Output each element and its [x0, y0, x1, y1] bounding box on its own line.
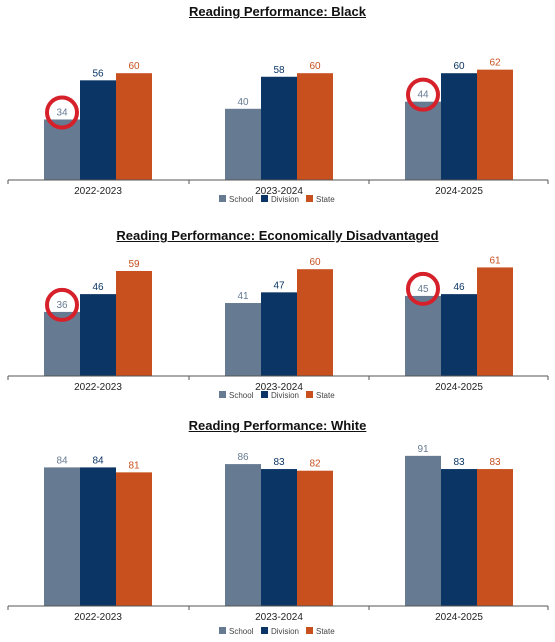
category-label-1-0: 2022-2023 [74, 382, 122, 393]
bar-0-state-2 [477, 69, 513, 180]
category-label-2-2: 2024-2025 [435, 612, 483, 623]
data-label-1-state-0: 59 [128, 259, 140, 270]
bar-0-school-0 [44, 119, 80, 180]
legend-swatch-2-school [219, 627, 226, 634]
data-label-2-division-1: 83 [273, 457, 285, 468]
legend-label-0-school: School [229, 195, 254, 204]
data-label-0-school-2: 44 [417, 90, 429, 101]
data-label-0-division-2: 60 [453, 61, 465, 72]
bar-1-division-2 [441, 294, 477, 376]
category-label-0-1: 2023-2024 [255, 186, 303, 197]
bar-1-state-1 [297, 269, 333, 376]
legend-swatch-0-school [219, 195, 226, 202]
category-label-0-2: 2024-2025 [435, 186, 483, 197]
bar-2-division-0 [80, 467, 116, 606]
legend-label-1-division: Division [271, 391, 299, 400]
bar-2-school-1 [225, 464, 261, 606]
legend-swatch-1-division [261, 391, 268, 398]
legend-label-1-state: State [316, 391, 335, 400]
data-label-2-state-2: 83 [489, 457, 501, 468]
bar-0-state-0 [116, 73, 152, 180]
legend-swatch-1-state [306, 391, 313, 398]
category-label-2-0: 2022-2023 [74, 612, 122, 623]
data-label-0-state-0: 60 [128, 61, 140, 72]
category-label-1-1: 2023-2024 [255, 382, 303, 393]
category-label-2-1: 2023-2024 [255, 612, 303, 623]
bar-0-school-1 [225, 108, 261, 180]
legend-label-2-school: School [229, 627, 254, 636]
legend-swatch-0-state [306, 195, 313, 202]
data-label-0-school-1: 40 [237, 97, 249, 108]
data-label-0-division-0: 56 [92, 68, 104, 79]
bar-2-school-2 [405, 455, 441, 606]
category-label-0-0: 2022-2023 [74, 186, 122, 197]
data-label-2-division-0: 84 [92, 455, 104, 466]
data-label-2-state-0: 81 [128, 460, 140, 471]
bar-2-state-2 [477, 469, 513, 606]
bar-0-division-0 [80, 80, 116, 180]
data-label-0-division-1: 58 [273, 65, 285, 76]
bar-1-state-0 [116, 270, 152, 376]
data-label-1-division-0: 46 [92, 282, 104, 293]
data-label-2-school-2: 91 [417, 444, 429, 455]
bar-1-school-0 [44, 311, 80, 376]
legend-swatch-2-state [306, 627, 313, 634]
data-label-2-school-1: 86 [237, 452, 249, 463]
bar-1-school-1 [225, 303, 261, 376]
data-label-1-state-1: 60 [309, 257, 321, 268]
highlight-circle-0-1 [406, 77, 440, 112]
legend-label-2-state: State [316, 627, 335, 636]
data-label-2-state-1: 82 [309, 459, 321, 470]
legend-swatch-0-division [261, 195, 268, 202]
category-label-1-2: 2024-2025 [435, 382, 483, 393]
bar-2-state-0 [116, 472, 152, 606]
data-label-0-state-1: 60 [309, 61, 321, 72]
bar-1-division-1 [261, 292, 297, 376]
legend-label-2-division: Division [271, 627, 299, 636]
data-label-1-division-1: 47 [273, 280, 285, 291]
data-label-0-state-2: 62 [489, 58, 501, 69]
highlight-circle-1-0 [45, 287, 79, 322]
legend-label-0-state: State [316, 195, 335, 204]
data-label-1-state-2: 61 [489, 255, 501, 266]
bar-0-school-2 [405, 101, 441, 180]
highlight-circle-1-1 [406, 271, 440, 306]
data-label-1-division-2: 46 [453, 282, 465, 293]
chart-title-black: Reading Performance: Black [188, 4, 366, 19]
data-label-1-school-2: 45 [417, 284, 429, 295]
data-label-1-school-1: 41 [237, 291, 249, 302]
legend-swatch-2-division [261, 627, 268, 634]
bar-1-school-2 [405, 295, 441, 376]
data-label-1-school-0: 36 [56, 300, 68, 311]
data-label-0-school-0: 34 [56, 107, 68, 118]
bar-0-state-1 [297, 73, 333, 180]
bar-2-state-1 [297, 470, 333, 606]
highlight-circle-0-0 [45, 95, 79, 130]
legend-swatch-1-school [219, 391, 226, 398]
data-label-2-school-0: 84 [56, 455, 68, 466]
legend-label-0-division: Division [271, 195, 299, 204]
chart-title-econ-disadvantaged: Reading Performance: Economically Disadv… [116, 228, 439, 243]
bar-2-division-2 [441, 469, 477, 606]
chart-title-white: Reading Performance: White [188, 418, 367, 433]
legend-label-1-school: School [229, 391, 254, 400]
bar-1-division-0 [80, 294, 116, 376]
bar-1-state-2 [477, 267, 513, 376]
bar-0-division-2 [441, 73, 477, 180]
bar-2-school-0 [44, 467, 80, 606]
bar-2-division-1 [261, 469, 297, 606]
bar-0-division-1 [261, 76, 297, 180]
data-label-2-division-2: 83 [453, 457, 465, 468]
